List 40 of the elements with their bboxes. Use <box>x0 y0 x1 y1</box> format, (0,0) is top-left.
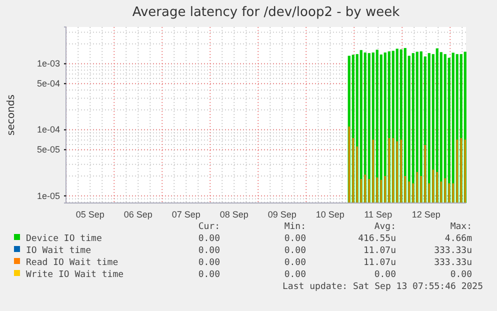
text: 416.55u <box>358 234 396 244</box>
x-tick-label: 06 Sep <box>124 209 152 220</box>
text: 11.07u <box>363 258 396 268</box>
text: 11.07u <box>363 246 396 256</box>
text: 0.00 <box>284 258 306 268</box>
text: 333.33u <box>434 258 472 268</box>
text: 0.00 <box>198 246 220 256</box>
legend-label: IO Wait time <box>26 246 92 256</box>
x-tick-label: 08 Sep <box>220 209 248 220</box>
x-tick-label: 09 Sep <box>268 209 296 220</box>
text: 4.66m <box>444 234 472 244</box>
text: 333.33u <box>434 246 472 256</box>
text: 0.00 <box>284 270 306 280</box>
text: Cur: <box>198 222 220 232</box>
x-tick-label: 10 Sep <box>316 209 344 220</box>
legend-label: Read IO Wait time <box>26 258 118 268</box>
text: 0.00 <box>198 258 220 268</box>
text: 0.00 <box>284 246 306 256</box>
text: 0.00 <box>198 234 220 244</box>
x-tick-label: 05 Sep <box>76 209 104 220</box>
y-axis-title: seconds <box>6 94 17 136</box>
chart-title: Average latency for /dev/loop2 - by week <box>132 5 400 20</box>
y-tick-label: 5e-04 <box>36 78 60 89</box>
x-tick-label: 11 Sep <box>364 209 392 220</box>
x-tick-label: 07 Sep <box>172 209 200 220</box>
legend-label: Write IO Wait time <box>26 270 124 280</box>
x-tick-label: 12 Sep <box>412 209 440 220</box>
text: 0.00 <box>450 270 472 280</box>
text: Min: <box>284 222 306 232</box>
legend-label: Device IO time <box>26 234 102 244</box>
text: Last update: Sat Sep 13 07:55:46 2025 <box>282 282 483 292</box>
y-tick-label: 1e-05 <box>36 190 60 201</box>
text: Max: <box>450 222 472 232</box>
y-tick-label: 5e-05 <box>36 144 60 155</box>
text: 0.00 <box>198 270 220 280</box>
text: 0.00 <box>284 234 306 244</box>
y-tick-label: 1e-04 <box>36 124 60 135</box>
text: 0.00 <box>374 270 396 280</box>
text: Avg: <box>374 222 396 232</box>
y-tick-label: 1e-03 <box>36 58 60 69</box>
